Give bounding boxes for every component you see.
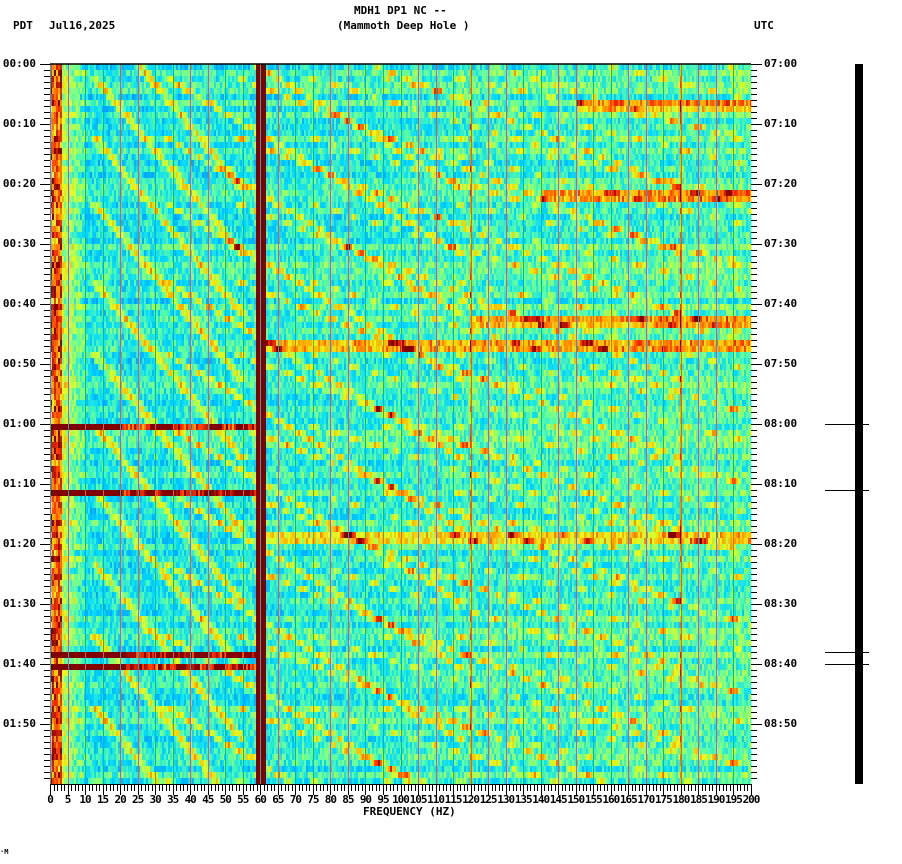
frequency-tick: 175 <box>654 793 673 806</box>
frequency-tick: 125 <box>479 793 498 806</box>
frequency-tick: 100 <box>392 793 410 806</box>
frequency-tick: 185 <box>689 793 708 806</box>
right-time-tick: 07:00 <box>764 57 798 70</box>
frequency-tick: 150 <box>567 793 585 806</box>
frequency-tick: 95 <box>377 793 389 806</box>
left-time-tick: 01:00 <box>2 417 36 430</box>
left-time-tick: 00:30 <box>2 237 36 250</box>
frequency-tick: 195 <box>725 793 743 806</box>
frequency-tick: 20 <box>114 793 126 806</box>
left-timezone: PDT <box>13 19 33 32</box>
right-time-tick: 07:40 <box>764 297 798 310</box>
left-time-tick: 00:20 <box>2 177 36 190</box>
frequency-tick: 110 <box>427 793 445 806</box>
frequency-tick: 65 <box>272 793 284 806</box>
right-time-tick: 07:10 <box>764 117 798 130</box>
frequency-tick: 170 <box>637 793 655 806</box>
frequency-tick: 85 <box>342 793 354 806</box>
frequency-tick: 15 <box>96 793 109 806</box>
right-time-tick: 07:30 <box>764 237 798 250</box>
left-time-tick: 00:00 <box>2 57 36 70</box>
frequency-tick: 155 <box>584 793 603 806</box>
frequency-tick: 105 <box>409 793 428 806</box>
frequency-tick: 90 <box>359 793 372 806</box>
right-time-tick: 08:50 <box>764 717 798 730</box>
frequency-tick: 55 <box>237 793 249 806</box>
frequency-tick: 75 <box>307 793 319 806</box>
frequency-tick: 45 <box>202 793 214 806</box>
frequency-tick: 160 <box>602 793 620 806</box>
frequency-tick: 130 <box>497 793 515 806</box>
frequency-tick: 80 <box>324 793 337 806</box>
date-label: Jul16,2025 <box>49 19 116 32</box>
footer-mark: ·M <box>0 848 9 856</box>
right-time-tick: 08:00 <box>764 417 798 430</box>
right-time-tick: 08:40 <box>764 657 798 670</box>
left-time-tick: 01:10 <box>2 477 36 490</box>
right-time-tick: 08:10 <box>764 477 798 490</box>
spectrogram-plot <box>50 64 751 784</box>
left-time-tick: 01:40 <box>2 657 36 670</box>
station-title: MDH1 DP1 NC -- <box>354 4 447 17</box>
frequency-tick: 135 <box>514 793 533 806</box>
frequency-tick: 140 <box>532 793 550 806</box>
frequency-tick: 70 <box>289 793 302 806</box>
frequency-tick: 165 <box>619 793 638 806</box>
frequency-tick: 25 <box>132 793 144 806</box>
right-time-tick: 08:20 <box>764 537 798 550</box>
frequency-tick: 120 <box>462 793 480 806</box>
frequency-tick: 0 <box>47 793 54 806</box>
left-time-tick: 00:40 <box>2 297 36 310</box>
frequency-axis-label: FREQUENCY (HZ) <box>363 805 456 818</box>
frequency-tick: 10 <box>79 793 91 806</box>
frequency-tick: 145 <box>549 793 568 806</box>
frequency-tick: 5 <box>64 793 72 806</box>
left-time-tick: 00:50 <box>2 357 36 370</box>
frequency-tick: 180 <box>672 793 690 806</box>
left-time-tick: 01:50 <box>2 717 36 730</box>
frequency-tick: 35 <box>167 793 179 806</box>
frequency-tick: 200 <box>742 793 761 806</box>
right-time-tick: 08:30 <box>764 597 798 610</box>
right-time-tick: 07:50 <box>764 357 798 370</box>
right-time-tick: 07:20 <box>764 177 798 190</box>
frequency-tick: 190 <box>707 793 726 806</box>
site-name: (Mammoth Deep Hole ) <box>337 19 470 32</box>
frequency-tick: 40 <box>184 793 197 806</box>
right-timezone: UTC <box>754 19 774 32</box>
frequency-tick: 30 <box>149 793 162 806</box>
left-time-tick: 01:20 <box>2 537 36 550</box>
left-time-tick: 01:30 <box>2 597 36 610</box>
left-time-tick: 00:10 <box>2 117 36 130</box>
frequency-tick: 115 <box>444 793 463 806</box>
frequency-tick: 50 <box>219 793 232 806</box>
frequency-tick: 60 <box>254 793 267 806</box>
